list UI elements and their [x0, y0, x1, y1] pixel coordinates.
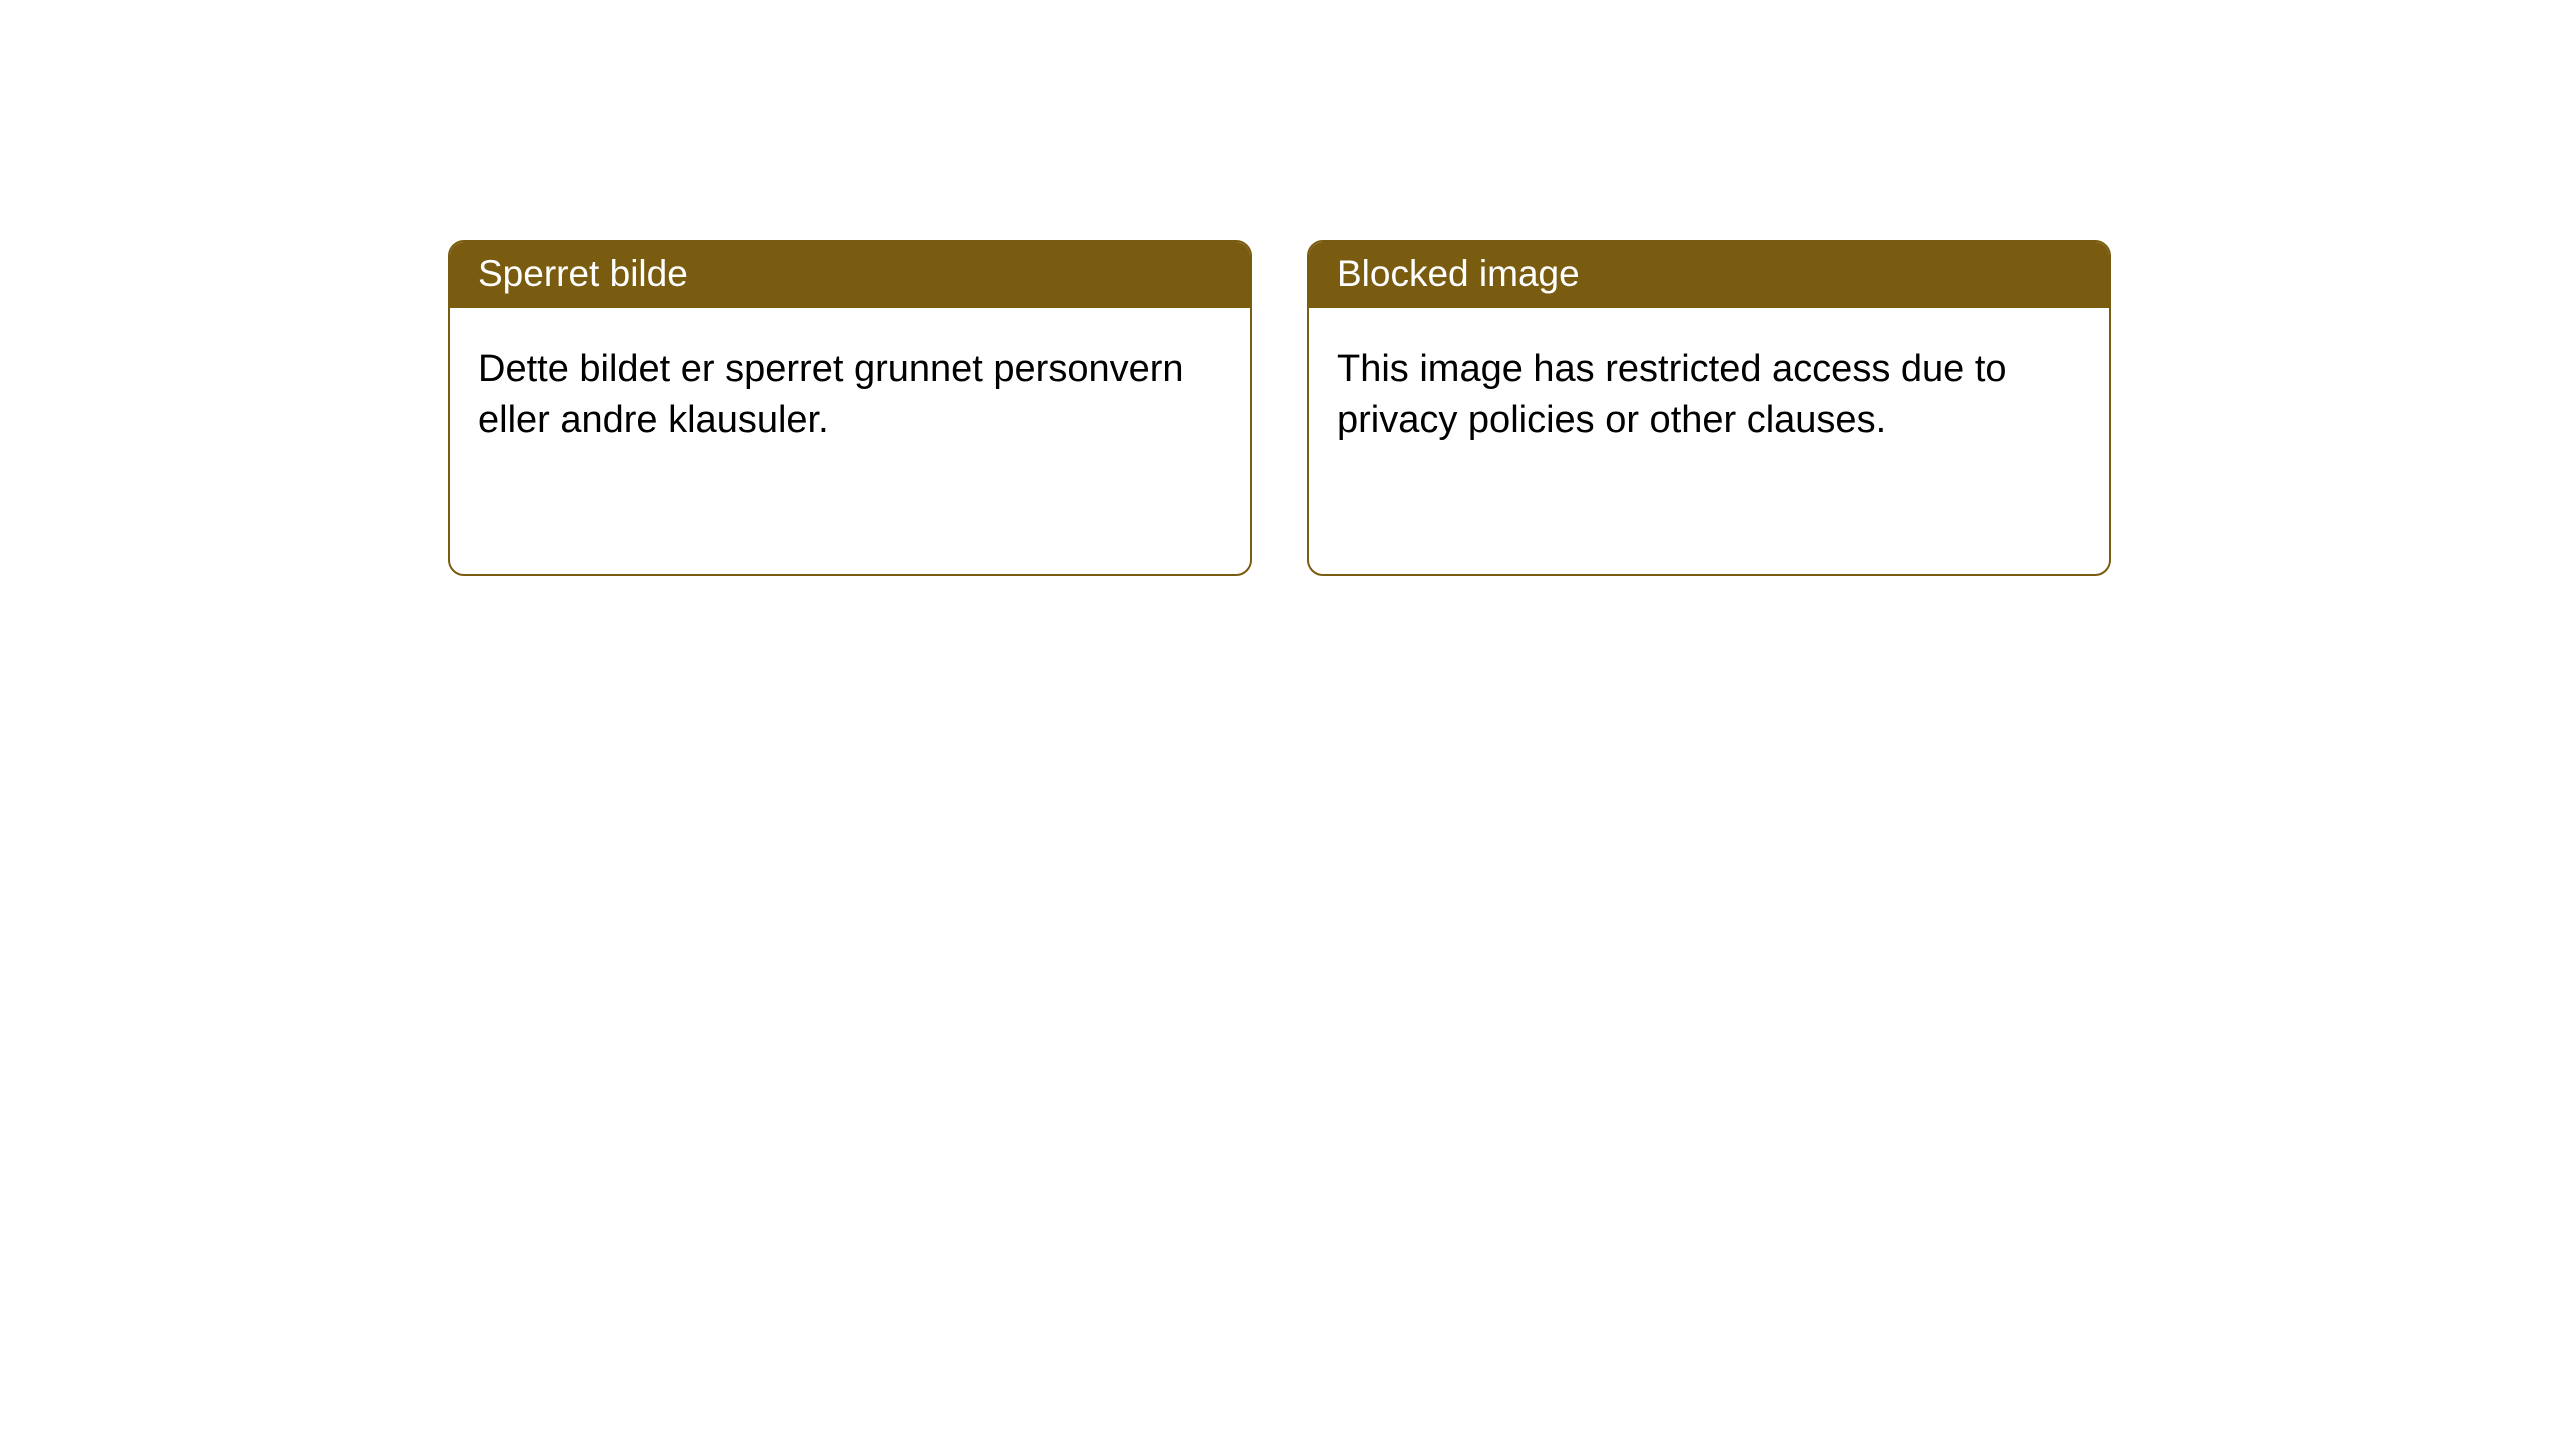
- notice-container: Sperret bilde Dette bildet er sperret gr…: [0, 0, 2560, 576]
- notice-card-norwegian: Sperret bilde Dette bildet er sperret gr…: [448, 240, 1252, 576]
- notice-body-text: This image has restricted access due to …: [1309, 308, 2109, 475]
- notice-body-text: Dette bildet er sperret grunnet personve…: [450, 308, 1250, 475]
- notice-title: Sperret bilde: [450, 242, 1250, 308]
- notice-card-english: Blocked image This image has restricted …: [1307, 240, 2111, 576]
- notice-title: Blocked image: [1309, 242, 2109, 308]
